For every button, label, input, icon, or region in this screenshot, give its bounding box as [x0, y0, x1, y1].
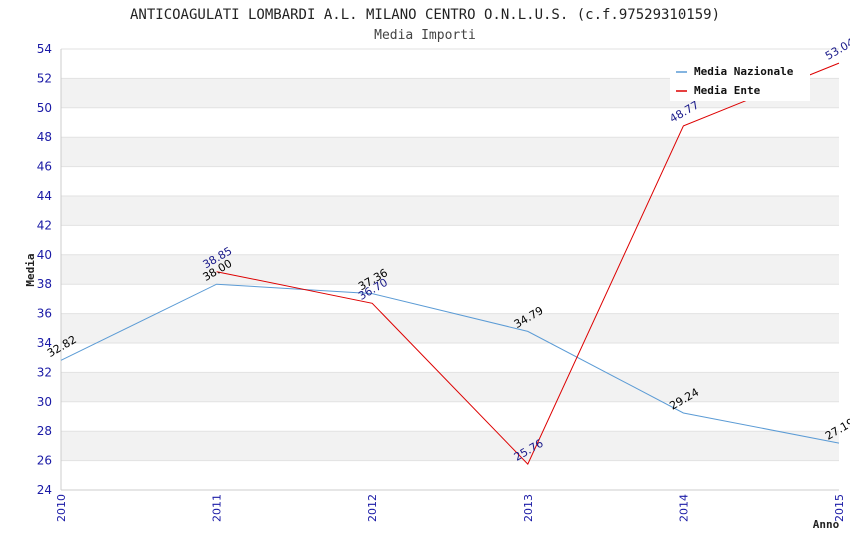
- series-line-0: [60, 283, 840, 444]
- y-tick-label: 48: [37, 130, 52, 144]
- grid-band: [61, 254, 839, 285]
- grid-band: [61, 343, 839, 373]
- grid-band: [61, 196, 839, 226]
- legend-label-media-nazionale: Media Nazionale: [694, 65, 794, 78]
- grid-bands: [61, 49, 839, 490]
- data-label: 53.04: [823, 36, 850, 63]
- legend-label-media-ente: Media Ente: [694, 84, 761, 97]
- chart-title: ANTICOAGULATI LOMBARDI A.L. MILANO CENTR…: [130, 7, 720, 23]
- grid-band: [61, 137, 839, 167]
- grid-band: [61, 372, 839, 402]
- y-tick-label: 26: [37, 454, 52, 468]
- series-line-1: [216, 62, 840, 466]
- y-tick-label: 46: [37, 160, 52, 174]
- x-axis-label: Anno: [813, 518, 840, 531]
- legend: Media Nazionale Media Ente: [670, 59, 810, 101]
- x-tick-label: 2010: [55, 494, 68, 522]
- y-tick-label: 32: [37, 365, 52, 379]
- y-tick-label: 36: [37, 307, 52, 321]
- grid-lines: [60, 48, 839, 491]
- x-tick-label: 2014: [677, 494, 690, 522]
- grid-band: [61, 166, 839, 196]
- y-tick-label: 50: [37, 101, 52, 115]
- grid-band: [61, 460, 839, 490]
- x-tick-label: 2015: [833, 494, 846, 522]
- legend-box: [670, 59, 810, 101]
- y-tick-label: 28: [37, 424, 52, 438]
- grid-band: [61, 107, 839, 138]
- y-tick-label: 30: [37, 395, 52, 409]
- y-tick-label: 52: [37, 71, 52, 85]
- x-tick-label: 2013: [522, 494, 535, 522]
- x-tick-label: 2012: [366, 494, 379, 522]
- grid-band: [61, 401, 839, 432]
- y-axis-ticks: 24 26 28 30 32 34 36 38 40 42 44 46 48 50 52 54: [37, 42, 52, 497]
- y-tick-label: 42: [37, 218, 52, 232]
- y-tick-label: 40: [37, 248, 52, 262]
- y-axis-label: Media: [24, 253, 37, 286]
- y-tick-label: 38: [37, 277, 52, 291]
- y-tick-label: 24: [37, 483, 52, 497]
- grid-band: [61, 284, 839, 314]
- series-lines: [60, 62, 840, 466]
- y-tick-label: 54: [37, 42, 52, 56]
- x-axis-ticks: 2010 2011 2012 2013 2014 2015: [55, 494, 846, 522]
- x-tick-label: 2011: [211, 494, 224, 522]
- grid-band: [61, 313, 839, 343]
- y-tick-label: 34: [37, 336, 52, 350]
- y-tick-label: 44: [37, 189, 52, 203]
- grid-band: [61, 431, 839, 461]
- chart-subtitle: Media Importi: [374, 28, 476, 43]
- grid-band: [61, 225, 839, 255]
